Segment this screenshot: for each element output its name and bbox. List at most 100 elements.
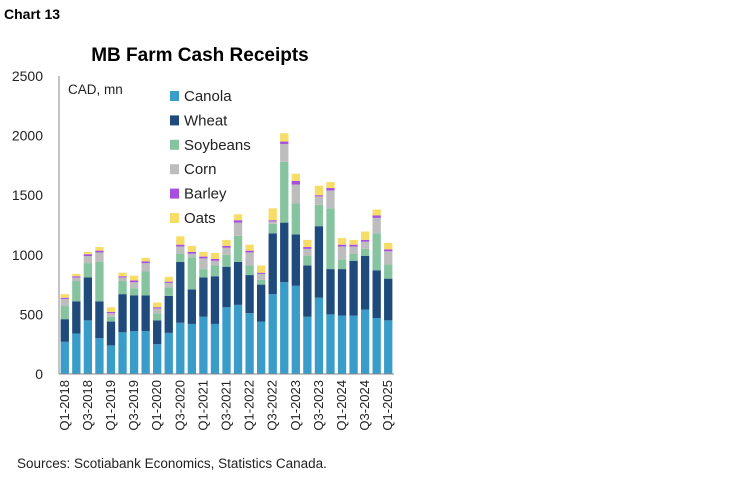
bar-segment-corn <box>257 273 266 280</box>
bar-segment-oats <box>384 242 393 250</box>
y-tick-label: 500 <box>20 306 44 322</box>
bar-segment-corn <box>337 246 347 260</box>
bar-segment-canola <box>337 315 347 374</box>
bar-segment-soybeans <box>303 255 312 266</box>
bar-segment-wheat <box>337 269 347 316</box>
bar-segment-barley <box>257 272 266 274</box>
x-tick-label: Q1-2018 <box>57 380 72 431</box>
bar-segment-corn <box>268 221 277 224</box>
bar-segment-corn <box>129 282 139 289</box>
bar-segment-wheat <box>210 276 220 324</box>
bar-segment-barley <box>291 180 300 185</box>
bar-segment-canola <box>199 316 208 374</box>
bar-segment-soybeans <box>141 271 150 296</box>
bar-segment-oats <box>245 244 254 251</box>
bar-segment-soybeans <box>337 259 347 270</box>
bar-segment-canola <box>291 285 300 374</box>
bar-segment-soybeans <box>106 316 116 322</box>
bar-segment-canola <box>372 317 381 374</box>
bar-segment-oats <box>106 307 116 313</box>
bar-segment-corn <box>199 258 208 270</box>
bar-segment-oats <box>199 251 208 257</box>
bar-segment-wheat <box>280 222 289 283</box>
legend-label-oats: Oats <box>184 210 216 227</box>
source-note: Sources: Scotiabank Economics, Statistic… <box>17 456 327 471</box>
bar-segment-corn <box>349 246 358 254</box>
bar-segment-soybeans <box>164 287 173 296</box>
bar-segment-corn <box>210 260 220 266</box>
legend: Canola Wheat Soybeans Corn Barley Oats <box>170 88 251 227</box>
bar-segment-barley <box>314 195 324 197</box>
bar-segment-corn <box>118 277 127 282</box>
y-tick-label: 2000 <box>12 128 43 144</box>
x-tick-label: Q3-2023 <box>311 380 326 431</box>
bar-segment-corn <box>95 252 104 262</box>
bar-segment-canola <box>314 297 324 374</box>
bar-segment-wheat <box>187 289 197 324</box>
bar-segment-canola <box>187 323 197 374</box>
bar-segment-wheat <box>268 233 277 295</box>
x-tick-label: Q1-2025 <box>380 380 395 431</box>
bar-segment-barley <box>303 247 312 249</box>
bar-segment-canola <box>360 309 370 374</box>
legend-label-canola: Canola <box>184 88 232 105</box>
bar-segment-canola <box>257 321 266 374</box>
bar-segment-canola <box>210 323 220 374</box>
legend-swatch-wheat <box>170 115 179 126</box>
bar-segment-oats <box>233 214 243 221</box>
bar-segment-canola <box>106 345 116 374</box>
x-tick-label: Q1-2021 <box>195 380 210 431</box>
x-tick-label: Q1-2024 <box>334 380 349 431</box>
chart-title: MB Farm Cash Receipts <box>91 45 309 66</box>
bar-segment-wheat <box>60 319 69 342</box>
bar-segment-corn <box>233 222 243 236</box>
bar-segment-canola <box>141 331 150 374</box>
bar-segment-soybeans <box>360 248 370 256</box>
bar-segment-canola <box>268 294 277 374</box>
bar-segment-soybeans <box>199 269 208 278</box>
bar-segment-canola <box>303 316 312 374</box>
bar-segment-oats <box>257 265 266 273</box>
bar-segment-barley <box>326 188 335 191</box>
bar-segment-barley <box>164 281 173 283</box>
legend-swatch-oats <box>170 213 179 223</box>
legend-swatch-corn <box>170 164 179 175</box>
bar-segment-soybeans <box>95 261 104 302</box>
bar-segment-barley <box>372 215 381 218</box>
bar-segment-soybeans <box>118 281 127 295</box>
bar-segment-barley <box>210 258 220 261</box>
bar-segment-barley <box>245 250 254 253</box>
y-tick-label: 0 <box>35 366 43 382</box>
bar-segment-wheat <box>384 278 393 321</box>
bar-segment-corn <box>291 184 300 204</box>
bar-segment-soybeans <box>222 254 231 267</box>
bar-segment-corn <box>303 248 312 256</box>
bar-segment-wheat <box>233 261 243 305</box>
bar-segment-soybeans <box>210 265 220 277</box>
bar-segment-corn <box>245 252 254 266</box>
bar-segment-wheat <box>303 265 312 317</box>
y-tick-label: 1000 <box>12 247 43 263</box>
bar-segment-wheat <box>95 301 104 339</box>
bar-segment-wheat <box>72 301 81 334</box>
bar-segment-canola <box>129 331 139 374</box>
bar-segment-barley <box>106 312 116 314</box>
bar-segment-corn <box>153 308 162 314</box>
bar-segment-barley <box>199 256 208 259</box>
bar-segment-oats <box>83 251 93 255</box>
x-tick-label: Q1-2022 <box>242 380 257 431</box>
bar-segment-canola <box>245 313 254 374</box>
y-axis-labels: 0 500 1000 1500 2000 2500 <box>12 68 43 382</box>
bar-segment-soybeans <box>384 264 393 279</box>
bar-segment-barley <box>141 261 150 264</box>
bar-segment-oats <box>153 302 162 308</box>
bar-segment-soybeans <box>349 253 358 261</box>
legend-swatch-canola <box>170 91 179 101</box>
x-tick-label: Q1-2023 <box>288 380 303 431</box>
bar-segment-corn <box>314 196 324 205</box>
x-tick-label: Q1-2019 <box>103 380 118 431</box>
bar-segment-oats <box>349 239 358 245</box>
bar-segment-wheat <box>349 260 358 316</box>
legend-swatch-barley <box>170 188 179 199</box>
bar-segment-oats <box>164 276 173 282</box>
